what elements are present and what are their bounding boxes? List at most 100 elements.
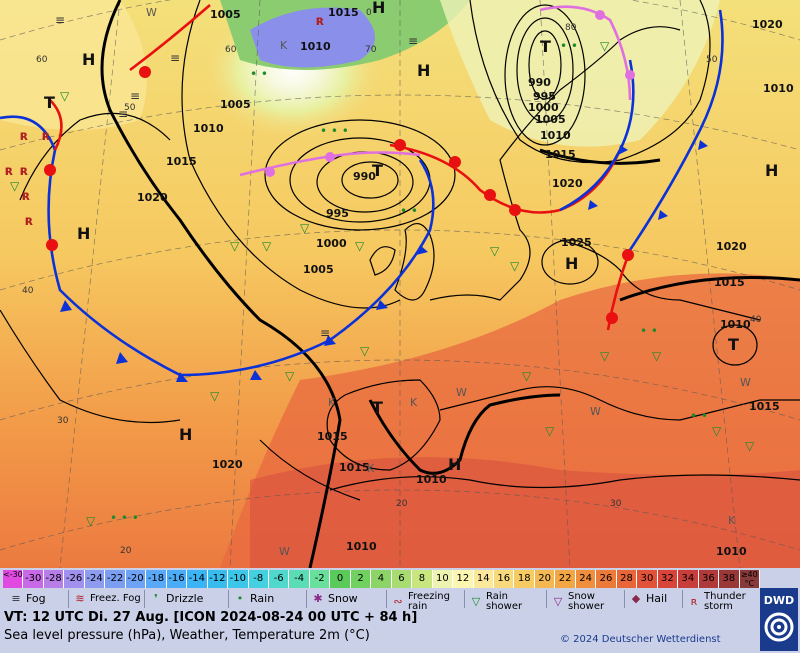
temperature-scale-cell: -22 [105, 570, 126, 588]
svg-text:• •: • • [640, 324, 658, 338]
snow-icon: ✱ [313, 592, 323, 605]
hail-icon: ◆ [631, 592, 641, 605]
isobar-label: 995 [326, 207, 349, 220]
isobar-label: 1015 [545, 148, 576, 161]
cold-mark: K [367, 462, 375, 475]
temperature-scale-cell: -10 [228, 570, 249, 588]
fog-icon: ≡ [11, 592, 21, 605]
cool-region-west [0, 0, 147, 130]
temperature-scale-cell: 34 [678, 570, 699, 588]
isobar-label: 1005 [535, 113, 566, 126]
svg-text:≡: ≡ [408, 34, 418, 48]
isobar-label: 1015 [317, 430, 348, 443]
isobar-label: 1015 [328, 6, 359, 19]
isobar-label: 995 [533, 90, 556, 103]
temperature-scale-cell: -6 [268, 570, 290, 588]
cold-mark: K [280, 39, 288, 52]
pressure-centers: H H H T H H H T T H T T H [44, 0, 778, 474]
isobars [0, 0, 800, 568]
svg-text:▽: ▽ [355, 239, 365, 253]
svg-text:ʀ: ʀ [25, 214, 33, 229]
low-pressure-center: T [372, 161, 383, 180]
graticule-label: 20 [120, 546, 132, 556]
fog-symbols: ≡≡≡≡≡≡ [55, 13, 418, 340]
isobar-label: 1020 [716, 240, 747, 253]
high-pressure-center: H [179, 425, 192, 444]
temperature-scale-cell: <-30 [3, 570, 24, 588]
svg-text:▽: ▽ [86, 514, 96, 528]
high-pressure-center: H [565, 254, 578, 273]
isobar-label: 1020 [552, 177, 583, 190]
freez-fog-icon: ≋ [75, 592, 85, 605]
svg-text:▽: ▽ [262, 239, 272, 253]
high-pressure-center: H [82, 50, 95, 69]
temperature-scale-cell: 22 [555, 570, 576, 588]
svg-text:≡: ≡ [170, 51, 180, 65]
temperature-scale-cell: 36 [698, 570, 720, 588]
warm-front-northwest [129, 4, 211, 72]
svg-text:• •: • • [690, 409, 708, 423]
hot-region-africa [250, 457, 800, 568]
temperature-scale-cell: 12 [453, 570, 474, 588]
legend-item: ▽ Rain shower [468, 592, 546, 612]
temperature-scale-cell: 2 [350, 570, 372, 588]
dwd-swirl-icon [764, 612, 794, 642]
svg-text:▽: ▽ [300, 221, 310, 235]
isobar-label: 990 [528, 76, 551, 89]
svg-text:ʀ: ʀ [42, 129, 50, 144]
high-pressure-center: H [765, 161, 778, 180]
svg-text:ʀ: ʀ [316, 14, 324, 29]
temperature-scale-cell: 6 [391, 570, 413, 588]
legend-separator [68, 590, 69, 608]
isobar-label: 990 [353, 170, 376, 183]
svg-text:▽: ▽ [10, 179, 20, 193]
temperature-scale-cell: 28 [616, 570, 638, 588]
isobar-label: 1015 [749, 400, 780, 413]
temperature-scale-cell: 18 [514, 570, 535, 588]
copyright: © 2024 Deutscher Wetterdienst [560, 634, 721, 645]
map-marks: W W W W W K K K K K [146, 6, 751, 558]
svg-text:▽: ▽ [745, 439, 755, 453]
legend-separator [144, 590, 145, 608]
temperature-scale-cell: 10 [432, 570, 454, 588]
isobar-label: 1000 [528, 101, 559, 114]
legend-separator [682, 590, 683, 608]
graticule-label: 70 [365, 45, 377, 55]
isobar-label: 1020 [212, 458, 243, 471]
temperature-scale-cell: -20 [125, 570, 147, 588]
isobar-label: 1010 [300, 40, 331, 53]
dwd-logo-text: DWD [763, 594, 795, 607]
cold-mark: K [728, 514, 736, 527]
legend-item-label: Rain shower [486, 591, 523, 612]
low-pressure-center: T [372, 398, 383, 417]
isobar-label: 1005 [303, 263, 334, 276]
legend-item: ∾ Freezing rain [390, 592, 468, 612]
low-pressure-center: T [44, 93, 55, 112]
legend-item: ◆ Hail [628, 592, 667, 605]
svg-text:▽: ▽ [712, 424, 722, 438]
isobar-label: 1005 [210, 8, 241, 21]
temperature-scale-cell: 24 [575, 570, 597, 588]
svg-text:• • •: • • • [110, 511, 139, 525]
legend-item: ʀ Thunder storm [686, 592, 764, 612]
legend-separator [228, 590, 229, 608]
isobar-label: 1010 [193, 122, 224, 135]
warm-mark: W [740, 376, 751, 389]
graticule-label: 50 [124, 103, 136, 113]
isobar-label: 1010 [416, 473, 447, 486]
valid-time: VT: 12 UTC Di. 27 Aug. [ICON 2024-08-24 … [4, 610, 418, 625]
rain-shower-icon: ▽ [471, 595, 481, 608]
temperature-scale-cell: 20 [534, 570, 556, 588]
legend-item-label: Fog [26, 592, 46, 605]
svg-text:▽: ▽ [600, 39, 610, 53]
high-pressure-center: H [417, 61, 430, 80]
pressure-labels: 1005 1015 1010 1005 1010 1015 1020 1020 1025 1020… [137, 6, 794, 558]
temperature-scale-cell: -4 [289, 570, 310, 588]
graticule [0, 0, 800, 568]
snow-shower-icon: ▽ [553, 595, 563, 608]
graticule-label: 20 [396, 499, 408, 509]
svg-text:▽: ▽ [510, 259, 520, 273]
svg-text:≡: ≡ [55, 13, 65, 27]
graticule-label: 30 [57, 416, 69, 426]
